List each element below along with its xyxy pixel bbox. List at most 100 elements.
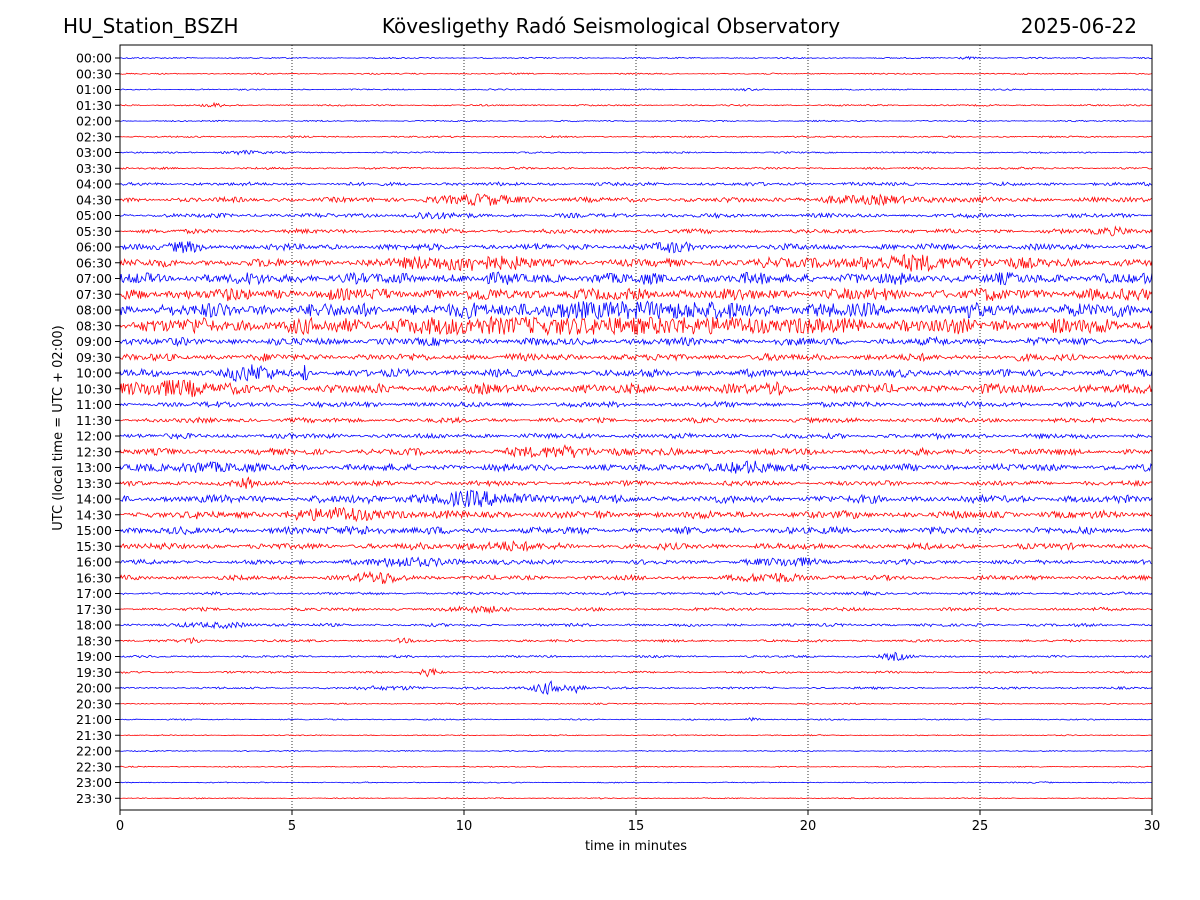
- trace-row-28: [119, 489, 1153, 508]
- y-tick-label-40: 20:00: [76, 681, 112, 696]
- trace-group: [119, 55, 1153, 800]
- y-tick-label-43: 21:30: [76, 728, 112, 743]
- y-axis-label: UTC (local time = UTC + 02:00): [51, 325, 66, 530]
- y-tick-label-45: 22:30: [76, 759, 112, 774]
- trace-row-26: [119, 460, 1153, 474]
- trace-row-27: [119, 476, 1153, 489]
- trace-row-23: [119, 416, 1153, 425]
- trace-row-44: [119, 749, 1153, 753]
- trace-row-22: [119, 400, 1153, 409]
- trace-row-1: [119, 72, 1153, 75]
- y-tick-label-20: 10:00: [76, 366, 112, 381]
- date-label: 2025-06-22: [1020, 14, 1137, 38]
- trace-row-8: [119, 180, 1153, 187]
- y-tick-label-9: 04:30: [76, 192, 112, 207]
- trace-row-11: [119, 225, 1153, 237]
- y-tick-label-19: 09:30: [76, 350, 112, 365]
- x-tick-label-6: 30: [1144, 819, 1161, 834]
- y-tick-label-30: 15:00: [76, 523, 112, 538]
- y-tick-label-31: 15:30: [76, 539, 112, 554]
- trace-row-38: [119, 651, 1153, 661]
- y-tick-label-7: 03:30: [76, 161, 112, 176]
- y-tick-label-10: 05:00: [76, 208, 112, 223]
- x-tick-label-2: 10: [456, 819, 473, 834]
- y-tick-label-34: 17:00: [76, 586, 112, 601]
- trace-row-32: [119, 556, 1153, 568]
- y-tick-label-8: 04:00: [76, 177, 112, 192]
- y-tick-label-33: 16:30: [76, 570, 112, 585]
- trace-row-5: [119, 135, 1153, 139]
- y-tick-label-5: 02:30: [76, 129, 112, 144]
- y-tick-label-22: 11:00: [76, 397, 112, 412]
- trace-row-39: [119, 667, 1153, 678]
- trace-row-18: [119, 335, 1153, 348]
- trace-row-15: [119, 287, 1153, 302]
- x-tick-label-1: 5: [288, 819, 296, 834]
- trace-row-14: [119, 271, 1153, 286]
- y-tick-label-23: 11:30: [76, 413, 112, 428]
- y-tick-label-28: 14:00: [76, 492, 112, 507]
- y-tick-label-16: 08:00: [76, 303, 112, 318]
- trace-row-24: [119, 432, 1153, 441]
- y-tick-label-29: 14:30: [76, 507, 112, 522]
- trace-row-47: [119, 797, 1153, 800]
- y-tick-label-32: 16:00: [76, 555, 112, 570]
- y-tick-label-44: 22:00: [76, 744, 112, 759]
- y-tick-label-41: 20:30: [76, 696, 112, 711]
- x-tick-label-4: 20: [800, 819, 817, 834]
- trace-row-17: [119, 315, 1153, 337]
- grid-lines: [291, 45, 981, 810]
- trace-row-45: [119, 765, 1153, 768]
- y-tick-label-25: 12:30: [76, 444, 112, 459]
- trace-row-21: [119, 379, 1153, 398]
- trace-row-7: [119, 166, 1153, 171]
- y-tick-label-42: 21:00: [76, 712, 112, 727]
- y-tick-label-38: 19:00: [76, 649, 112, 664]
- y-tick-label-27: 13:30: [76, 476, 112, 491]
- y-tick-label-1: 00:30: [76, 66, 112, 81]
- trace-row-46: [119, 781, 1153, 784]
- trace-row-31: [119, 540, 1153, 553]
- x-tick-label-5: 25: [972, 819, 989, 834]
- trace-row-12: [119, 241, 1153, 254]
- trace-row-0: [119, 55, 1153, 61]
- trace-row-40: [119, 680, 1153, 696]
- trace-row-34: [119, 590, 1153, 597]
- y-tick-label-13: 06:30: [76, 255, 112, 270]
- trace-row-43: [119, 734, 1153, 737]
- y-tick-label-3: 01:30: [76, 98, 112, 113]
- y-tick-label-36: 18:00: [76, 618, 112, 633]
- x-axis-label: time in minutes: [585, 839, 687, 854]
- trace-row-30: [119, 525, 1153, 536]
- trace-row-35: [119, 605, 1153, 615]
- y-tick-label-11: 05:30: [76, 224, 112, 239]
- y-tick-label-26: 13:00: [76, 460, 112, 475]
- y-tick-label-39: 19:30: [76, 665, 112, 680]
- trace-row-3: [119, 101, 1153, 108]
- trace-row-4: [119, 119, 1153, 123]
- trace-row-16: [119, 300, 1153, 320]
- trace-row-42: [119, 716, 1153, 722]
- y-tick-label-24: 12:00: [76, 429, 112, 444]
- y-tick-label-37: 18:30: [76, 633, 112, 648]
- trace-row-25: [119, 444, 1153, 459]
- y-tick-labels: 00:0000:3001:0001:3002:0002:3003:0003:30…: [76, 51, 120, 806]
- trace-row-9: [119, 193, 1153, 207]
- x-tick-label-0: 0: [116, 819, 124, 834]
- y-tick-label-17: 08:30: [76, 318, 112, 333]
- trace-row-33: [119, 570, 1153, 585]
- y-tick-label-46: 23:00: [76, 775, 112, 790]
- station-name: HU_Station_BSZH: [63, 14, 239, 38]
- x-axis-ticks: 0 5 10 15 20 25 30: [116, 810, 1160, 834]
- trace-row-6: [119, 149, 1153, 156]
- y-tick-label-2: 01:00: [76, 82, 112, 97]
- y-tick-label-4: 02:00: [76, 114, 112, 129]
- trace-row-37: [119, 636, 1153, 645]
- y-tick-label-18: 09:00: [76, 334, 112, 349]
- y-tick-label-12: 06:00: [76, 240, 112, 255]
- y-tick-label-14: 07:00: [76, 271, 112, 286]
- trace-row-41: [119, 702, 1153, 706]
- trace-row-36: [119, 621, 1153, 630]
